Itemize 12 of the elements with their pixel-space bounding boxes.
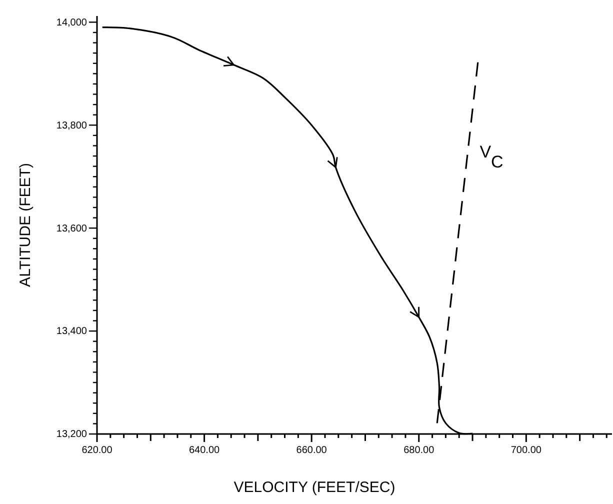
- y-axis-title: ALTITUDE (FEET): [17, 163, 34, 287]
- y-tick-label: 13,400: [56, 326, 88, 338]
- x-tick-label: 680.00: [404, 445, 435, 456]
- y-tick-label: 13,800: [56, 120, 88, 132]
- x-tick-label: 620.00: [82, 445, 113, 456]
- x-tick-label: 660.00: [296, 445, 328, 456]
- x-tick-label: 700.00: [510, 445, 542, 456]
- x-axis-title: VELOCITY (FEET/SEC): [234, 479, 396, 496]
- y-tick-label: 13,600: [56, 223, 88, 234]
- y-tick-label: 14,000: [56, 17, 88, 28]
- y-tick-label: 13,200: [56, 429, 88, 440]
- x-tick-label: 640.00: [188, 445, 220, 456]
